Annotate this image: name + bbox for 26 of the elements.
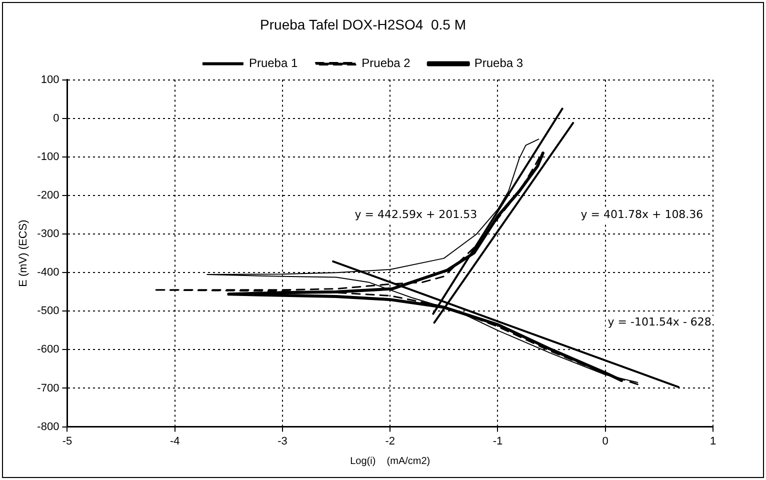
y-axis-title: E (mV) (ECS): [18, 220, 30, 287]
y-tick-label: -100: [37, 150, 60, 163]
annotation: y = 442.59x + 201.53: [354, 208, 478, 221]
x-tick-label: -3: [278, 435, 288, 448]
y-tick-label: 0: [53, 112, 60, 124]
annotation: y = 401.78x + 108.36: [580, 208, 704, 221]
y-tick-label: -600: [37, 344, 60, 356]
x-axis-title: Log(i) (mA/cm2): [350, 456, 430, 467]
y-tick-label: -200: [37, 190, 60, 202]
chart-title: Prueba Tafel DOX-H2SO4 0.5 M: [260, 16, 466, 32]
y-tick-label: -500: [37, 305, 60, 318]
y-tick-label: -300: [37, 228, 60, 240]
x-tick-label: -4: [170, 435, 180, 448]
x-tick-label: -2: [385, 435, 395, 448]
legend-label: Prueba 3: [474, 56, 524, 70]
x-tick-label: 0: [602, 435, 608, 448]
x-tick-label: -1: [492, 435, 503, 448]
legend-label: Prueba 2: [362, 56, 411, 70]
x-tick-label: -5: [62, 435, 72, 448]
annotation: y = -101.54x - 628.: [608, 316, 715, 329]
legend-label: Prueba 1: [248, 56, 298, 70]
y-tick-label: -400: [37, 266, 60, 279]
y-tick-label: 100: [40, 74, 60, 86]
x-tick-label: 1: [710, 435, 716, 448]
y-tick-label: -800: [37, 420, 60, 433]
y-tick-label: -700: [37, 382, 60, 394]
